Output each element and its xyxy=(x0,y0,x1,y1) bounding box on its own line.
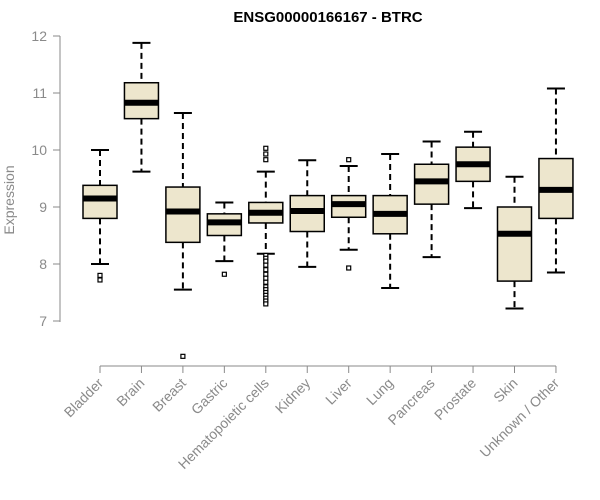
box-brain xyxy=(123,41,160,173)
y-axis-ticks: 7 8 9 10 11 12 xyxy=(31,28,60,329)
box-unknown-other xyxy=(538,87,574,274)
outlier-point xyxy=(346,157,352,163)
outlier-point xyxy=(263,267,269,273)
x-tick-label: Prostate xyxy=(431,375,479,423)
outlier-point xyxy=(263,262,269,268)
outlier-point xyxy=(180,353,186,359)
box-gastric xyxy=(206,201,243,277)
box-bladder xyxy=(82,149,118,283)
outlier-point xyxy=(97,277,103,283)
x-tick-label: Bladder xyxy=(61,375,107,421)
box-body xyxy=(82,184,118,220)
x-tick-label: Brain xyxy=(113,375,147,409)
x-tick-label: Skin xyxy=(490,375,521,406)
outlier-point xyxy=(221,271,227,277)
y-tick-label: 8 xyxy=(39,256,47,272)
outlier-point xyxy=(97,272,103,278)
x-tick-label: Kidney xyxy=(272,375,314,417)
y-tick-label: 11 xyxy=(32,85,47,101)
y-tick-label: 7 xyxy=(39,313,47,329)
y-tick-label: 12 xyxy=(31,28,47,44)
x-tick-label: Unknown / Other xyxy=(476,375,562,461)
x-tick-label: Lung xyxy=(363,375,396,408)
y-tick-label: 10 xyxy=(31,142,47,158)
box-breast xyxy=(165,111,201,359)
y-axis-label: Expression xyxy=(1,165,17,234)
box-kidney xyxy=(289,159,325,268)
outlier-point xyxy=(263,301,269,307)
y-tick-label: 9 xyxy=(39,199,47,215)
outlier-point xyxy=(263,151,269,157)
x-tick-label: Liver xyxy=(322,375,355,408)
outlier-point xyxy=(346,265,352,271)
box-hematopoietic-cells xyxy=(248,145,284,307)
box-body xyxy=(165,186,201,244)
outlier-point xyxy=(263,279,269,285)
box-liver xyxy=(330,157,367,271)
box-pancreas xyxy=(413,140,450,259)
box-series xyxy=(82,41,574,359)
outlier-point xyxy=(263,157,269,163)
box-skin xyxy=(496,175,533,310)
box-lung xyxy=(372,152,408,289)
x-tick-label: Breast xyxy=(149,375,189,415)
box-prostate xyxy=(455,130,491,210)
outlier-point xyxy=(263,145,269,151)
box-body xyxy=(496,206,533,282)
chart-title: ENSG00000166167 - BTRC xyxy=(233,9,422,26)
